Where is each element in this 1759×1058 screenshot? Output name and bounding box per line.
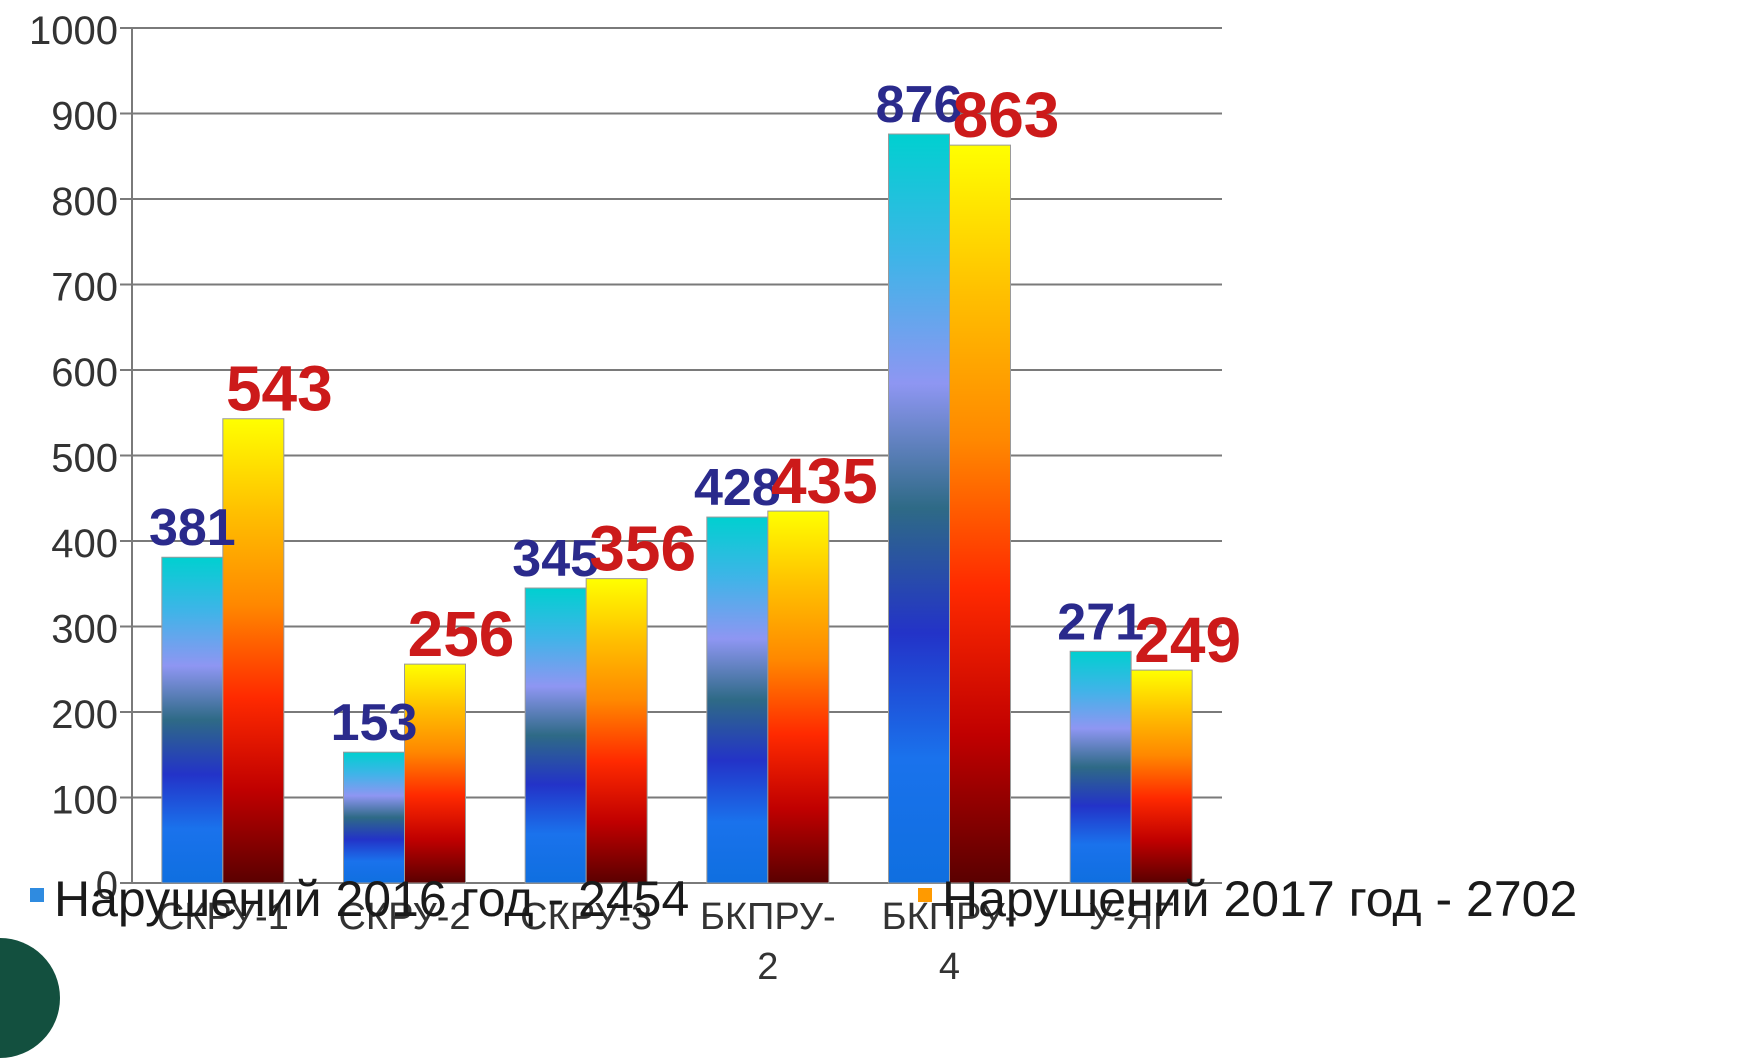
x-tick-label: СКРУ-1 (157, 896, 289, 938)
y-tick-label: 1000 (29, 9, 118, 53)
data-label-2016: 428 (694, 459, 781, 517)
y-tick-label: 300 (51, 608, 118, 652)
bar-2017 (585, 578, 648, 884)
x-tick-label: БКПРУ- (882, 896, 1018, 938)
y-tick-label: 700 (51, 266, 118, 310)
data-label-2017: 249 (1134, 604, 1241, 676)
data-label-2017: 356 (589, 513, 696, 585)
legend-swatch-2017 (918, 888, 932, 902)
y-tick-label: 600 (51, 351, 118, 395)
bar-2017 (404, 663, 466, 884)
legend-label-2016: Нарушений 2016 год - 2454 (54, 871, 689, 927)
legend-label-2017: Нарушений 2017 год - 2702 (942, 871, 1577, 927)
y-tick-label: 800 (51, 180, 118, 224)
y-tick-label: 500 (51, 437, 118, 481)
x-tick-label: СКРУ-2 (338, 896, 470, 938)
x-tick-label: СКРУ-3 (520, 896, 652, 938)
x-tick-label: 2 (757, 946, 778, 988)
bar-2016 (161, 556, 224, 884)
bar-2017 (1130, 669, 1193, 884)
y-tick-label: 400 (51, 522, 118, 566)
data-label-2016: 153 (331, 694, 418, 752)
data-label-2016: 345 (512, 530, 599, 588)
data-label-2017: 863 (953, 79, 1060, 151)
data-label-2016: 876 (876, 76, 963, 134)
data-label-2017: 435 (771, 445, 878, 517)
data-label-2017: 543 (226, 353, 333, 425)
data-label-2016: 381 (149, 499, 236, 557)
bar-2017 (949, 144, 1011, 884)
y-tick-label: 100 (51, 779, 118, 823)
bar-2016 (706, 516, 769, 884)
bar-2016 (1069, 650, 1132, 884)
data-label-2016: 271 (1057, 593, 1144, 651)
bar-2017 (222, 418, 285, 884)
x-tick-label: БКПРУ- (700, 896, 836, 938)
y-tick-label: 200 (51, 693, 118, 737)
bar-2016 (888, 133, 950, 884)
x-tick-label: 4 (939, 946, 960, 988)
x-tick-label: У-ЯГ (1089, 896, 1174, 938)
legend-swatch-2016 (30, 888, 44, 902)
y-tick-label: 0 (96, 864, 118, 908)
bar-chart: 0 100 200 300 400 500 600 700 800 900 1000 381 153 34… (29, 9, 1577, 988)
bar-2016 (524, 587, 587, 884)
y-tick-label: 900 (51, 95, 118, 139)
data-label-2017: 256 (408, 598, 515, 670)
bar-2017 (767, 510, 830, 884)
bar-2016 (343, 751, 405, 884)
